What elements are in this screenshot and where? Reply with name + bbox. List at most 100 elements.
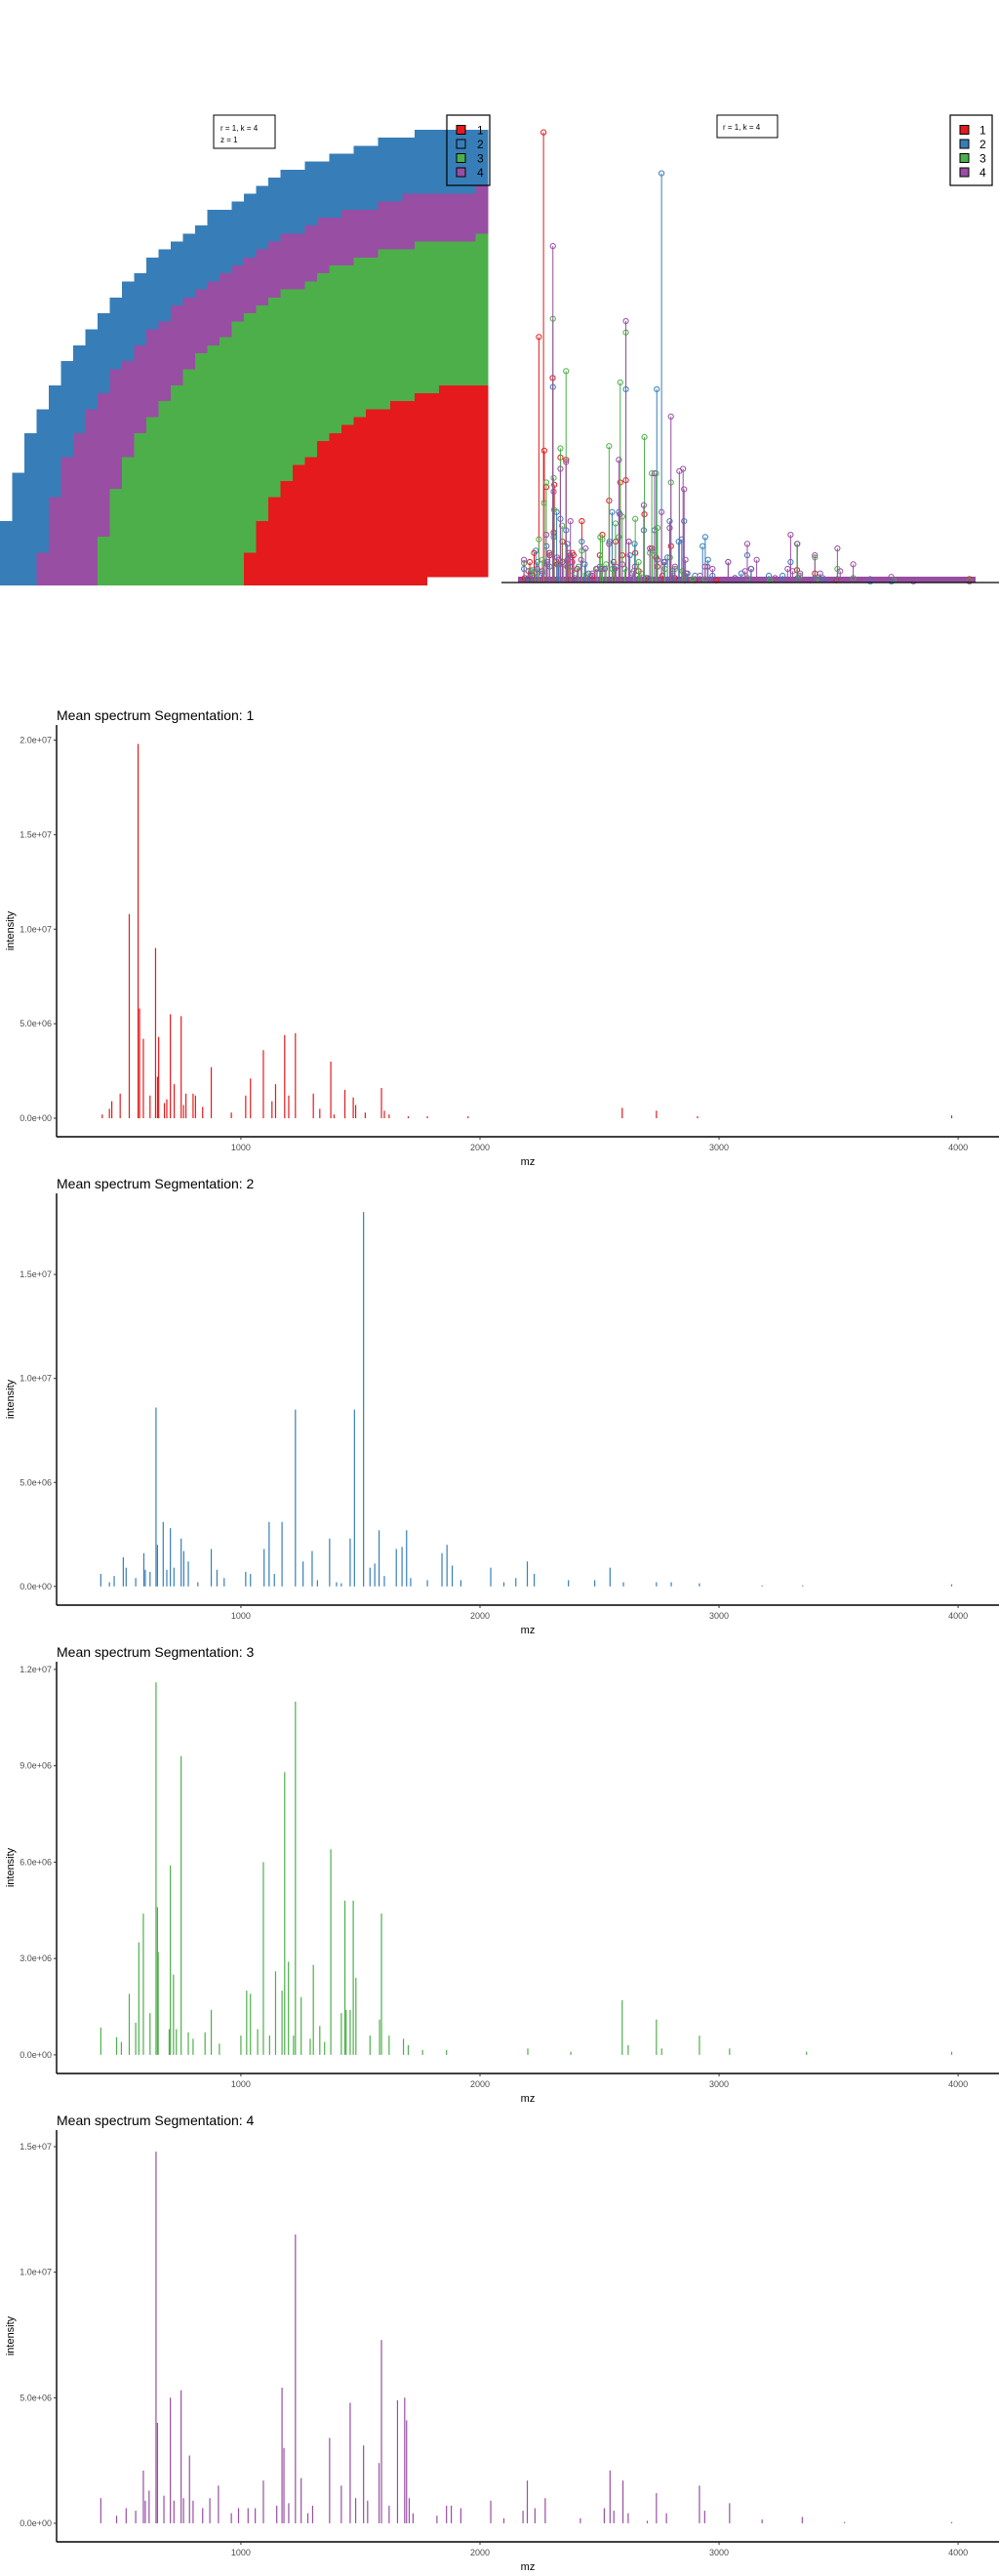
segment-1-pixels xyxy=(244,552,489,562)
segment-4-pixels xyxy=(195,289,281,299)
overlay-label: r = 1, k = 4 xyxy=(723,123,761,132)
segment-2-pixels xyxy=(146,265,232,274)
overlay-point-seg4 xyxy=(622,317,629,325)
segment-3-pixels xyxy=(171,384,440,394)
segment-2-pixels xyxy=(0,529,50,538)
legend-swatch-2 xyxy=(456,139,466,149)
segment-3-pixels xyxy=(280,289,489,299)
overlay-point-seg3 xyxy=(550,474,557,481)
segment-3-pixels xyxy=(378,249,489,259)
overlay-point-seg2 xyxy=(779,572,786,580)
segment-2-pixels xyxy=(256,185,476,194)
overlay-point-seg4 xyxy=(549,243,556,250)
overlay-point-seg4 xyxy=(529,572,536,580)
segment-4-pixels xyxy=(158,321,232,330)
legend-label-2: 2 xyxy=(477,138,484,151)
mean-spectrum-chart-2: Mean spectrum Segmentation: 2 0.0e+00 5.0e… xyxy=(5,1176,999,1636)
segment-2-pixels xyxy=(49,401,99,410)
legend-swatch-4 xyxy=(959,167,970,178)
overlay-point-seg3 xyxy=(641,433,648,440)
segment-3-pixels xyxy=(158,409,367,418)
overlay-point-seg4 xyxy=(539,568,545,575)
segment-2-pixels xyxy=(36,424,86,434)
segment-2-pixels xyxy=(24,441,74,450)
segment-2-pixels xyxy=(60,361,123,370)
segment-2-pixels xyxy=(73,344,135,354)
overlay-point-seg4 xyxy=(681,486,688,493)
overlay-point-seg4 xyxy=(553,554,561,561)
segment-4-pixels xyxy=(109,369,183,379)
y-tick-label: 0.0e+00 xyxy=(20,2050,52,2060)
overlay-point-seg4 xyxy=(545,549,553,556)
overlay-point-seg1 xyxy=(540,447,548,454)
segment-2-pixels xyxy=(60,377,110,386)
segment-3-pixels xyxy=(415,241,489,251)
segment-4-pixels xyxy=(171,304,257,314)
segment-2-pixels xyxy=(98,321,159,330)
segment-3-pixels xyxy=(134,432,330,442)
segment-2-pixels xyxy=(122,281,208,291)
overlay-point-seg4 xyxy=(682,556,689,563)
segment-2-pixels xyxy=(134,273,220,282)
segment-4-pixels xyxy=(36,577,99,585)
segment-2-pixels xyxy=(24,457,61,466)
y-tick-label: 1.5e+07 xyxy=(20,2142,52,2152)
y-tick-label: 6.0e+06 xyxy=(20,1857,52,1867)
overlay-point-seg3 xyxy=(559,522,566,529)
segmentation-label-line-1: r = 1, k = 4 xyxy=(220,124,259,133)
legend-label-3: 3 xyxy=(979,152,986,166)
segment-4-pixels xyxy=(171,313,245,322)
overlay-point-seg4 xyxy=(837,568,844,575)
y-tick-label: 1.0e+07 xyxy=(20,2268,52,2277)
segment-3-pixels xyxy=(207,344,489,354)
overlay-point-seg4 xyxy=(582,544,589,552)
overlay-point-seg4 xyxy=(680,465,687,472)
segment-2-pixels xyxy=(24,432,74,442)
legend-label-1: 1 xyxy=(477,124,484,138)
segment-2-pixels xyxy=(73,353,135,362)
y-tick-label: 1.2e+07 xyxy=(20,1665,52,1674)
segment-2-pixels xyxy=(158,249,257,259)
legend-swatch-4 xyxy=(456,167,466,178)
segment-1-pixels xyxy=(341,424,489,434)
legend-label-2: 2 xyxy=(979,138,986,151)
overlay-point-seg4 xyxy=(660,558,667,566)
segment-3-pixels xyxy=(122,464,294,474)
segment-2-pixels xyxy=(207,217,318,226)
segment-4-pixels xyxy=(85,424,147,434)
segment-4-pixels xyxy=(182,297,269,306)
overlay-point-seg3 xyxy=(689,576,696,583)
overlay-point-seg4 xyxy=(557,465,564,472)
segment-2-pixels xyxy=(0,552,37,562)
segment-2-pixels xyxy=(12,512,50,522)
legend-label-1: 1 xyxy=(979,124,986,138)
segment-4-pixels xyxy=(244,257,354,266)
segment-2-pixels xyxy=(195,225,305,234)
overlay-point-seg3 xyxy=(582,571,589,578)
legend-label-3: 3 xyxy=(477,152,484,166)
segment-3-pixels xyxy=(231,321,489,330)
overlay-point-seg4 xyxy=(654,556,660,563)
overlay-point-seg4 xyxy=(888,574,895,581)
segment-3-pixels xyxy=(109,497,269,505)
y-tick-label: 5.0e+06 xyxy=(20,1477,52,1487)
overlay-point-seg1 xyxy=(536,334,542,341)
segment-3-pixels xyxy=(109,520,257,530)
y-tick-label: 0.0e+00 xyxy=(20,1113,52,1123)
overlay-point-seg4 xyxy=(640,502,647,508)
segment-3-pixels xyxy=(134,441,318,450)
segment-2-pixels xyxy=(12,504,50,514)
overlay-point-seg4 xyxy=(684,570,691,577)
y-axis-label: intensity xyxy=(5,1379,17,1419)
y-tick-label: 0.0e+00 xyxy=(20,2518,52,2528)
segment-4-pixels xyxy=(60,489,110,498)
overlay-point-seg3 xyxy=(563,368,570,375)
overlay-point-seg3 xyxy=(536,536,542,543)
overlay-point-seg4 xyxy=(697,572,703,580)
overlay-point-seg2 xyxy=(631,541,638,547)
overlay-point-seg4 xyxy=(797,570,804,577)
segment-2-pixels xyxy=(85,337,147,346)
overlay-point-seg4 xyxy=(606,541,613,547)
overlay-point-seg4 xyxy=(601,565,609,573)
y-tick-label: 1.5e+07 xyxy=(20,1269,52,1279)
